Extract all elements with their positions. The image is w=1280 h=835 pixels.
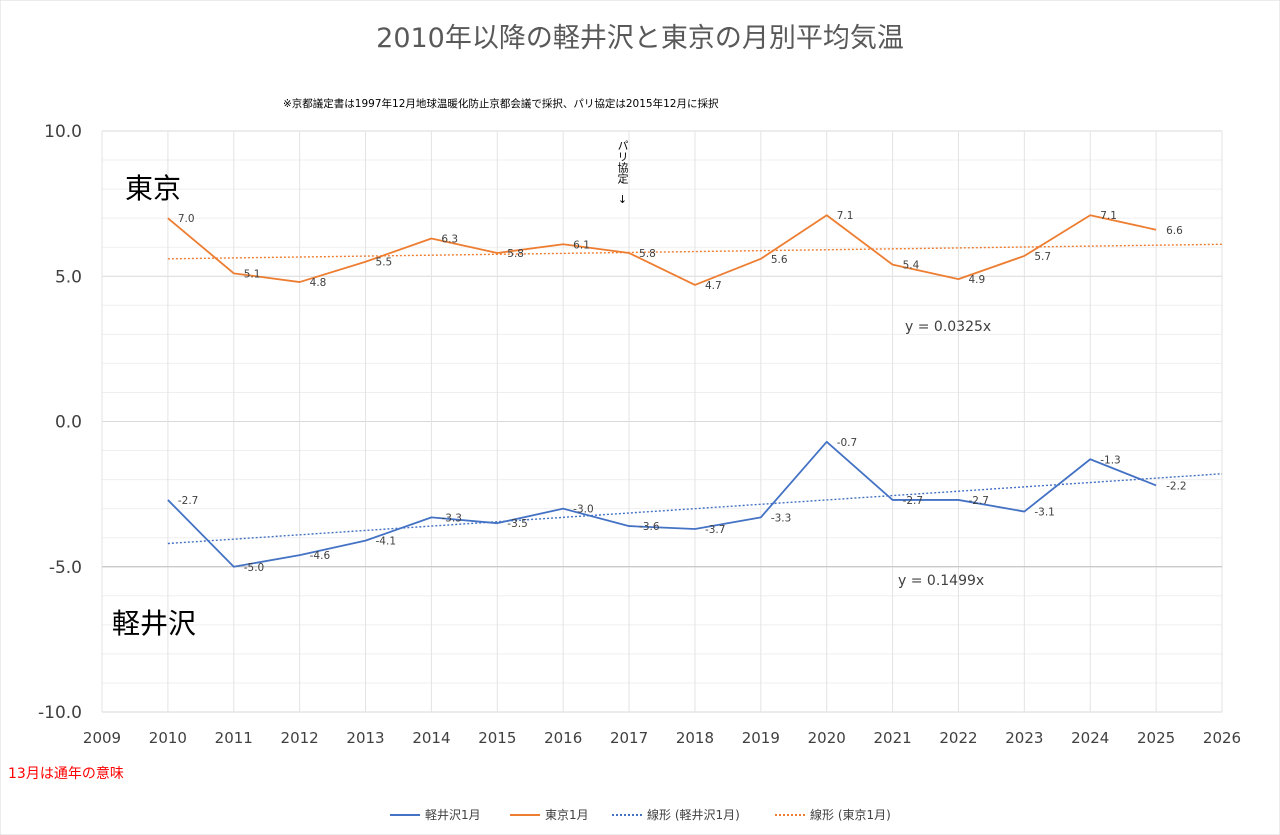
paris-marker-text: パリ協定 bbox=[616, 140, 629, 185]
data-label: -2.2 bbox=[1166, 480, 1187, 492]
x-tick-label: 2017 bbox=[610, 729, 648, 747]
data-label: 5.5 bbox=[376, 257, 393, 269]
x-tick-label: 2015 bbox=[478, 729, 516, 747]
data-label: 7.1 bbox=[1100, 210, 1117, 222]
data-label: 5.7 bbox=[1034, 251, 1051, 263]
x-tick-label: 2013 bbox=[346, 729, 384, 747]
data-label: -3.3 bbox=[441, 512, 462, 524]
data-label: -3.6 bbox=[639, 521, 660, 533]
x-tick-label: 2012 bbox=[281, 729, 319, 747]
grid bbox=[101, 130, 1223, 713]
data-label: 4.8 bbox=[310, 277, 327, 289]
trendlines bbox=[167, 243, 1223, 545]
data-label: -1.3 bbox=[1100, 454, 1121, 466]
legend-label: 東京1月 bbox=[545, 808, 589, 822]
x-tick-label: 2016 bbox=[544, 729, 582, 747]
legend: 軽井沢1月 東京1月 線形 (軽井沢1月) 線形 (東京1月) bbox=[390, 807, 891, 822]
data-label: -3.7 bbox=[705, 524, 726, 536]
x-tick-label: 2023 bbox=[1005, 729, 1043, 747]
data-label: -4.1 bbox=[376, 536, 397, 548]
chart-subtitle: ※京都議定書は1997年12月地球温暖化防止京都会議で採択、パリ協定は2015年… bbox=[283, 97, 719, 110]
x-tick-label: 2018 bbox=[676, 729, 714, 747]
tokyo-annotation: 東京 bbox=[125, 172, 181, 205]
karuizawa-annotation: 軽井沢 bbox=[112, 607, 196, 640]
x-tick-label: 2014 bbox=[412, 729, 450, 747]
data-label: 7.0 bbox=[178, 213, 195, 225]
karuizawa-series-line bbox=[167, 440, 1157, 568]
x-tick-label: 2009 bbox=[83, 729, 121, 747]
data-label: 7.1 bbox=[837, 210, 854, 222]
data-label: 4.7 bbox=[705, 280, 722, 292]
tick-labels: 2009 2010 2011 2012 2013 2014 2015 2016 2017 2018… bbox=[38, 122, 1241, 747]
data-label: 6.1 bbox=[573, 239, 590, 251]
paris-agreement-marker: パリ協定 ↓ bbox=[616, 140, 629, 206]
tokyo-series-line bbox=[167, 214, 1157, 286]
data-label: 6.6 bbox=[1166, 225, 1183, 237]
footnote: 13月は通年の意味 bbox=[8, 765, 124, 782]
trendline bbox=[167, 473, 1223, 545]
y-tick-label: 5.0 bbox=[55, 267, 82, 287]
legend-label: 軽井沢1月 bbox=[425, 808, 481, 822]
data-label: 5.6 bbox=[771, 254, 788, 266]
x-tick-label: 2021 bbox=[873, 729, 911, 747]
data-label: 5.1 bbox=[244, 268, 261, 280]
x-tick-label: 2020 bbox=[808, 729, 846, 747]
legend-label: 線形 (軽井沢1月) bbox=[647, 807, 740, 822]
data-label: -3.5 bbox=[507, 518, 528, 530]
data-label: 5.8 bbox=[507, 248, 524, 260]
data-label: -3.3 bbox=[771, 512, 792, 524]
x-tick-label: 2024 bbox=[1071, 729, 1109, 747]
chart-title: 2010年以降の軽井沢と東京の月別平均気温 bbox=[376, 23, 904, 54]
data-label: -2.7 bbox=[903, 495, 924, 507]
x-tick-label: 2011 bbox=[215, 729, 253, 747]
data-label: -0.7 bbox=[837, 437, 858, 449]
data-label: -4.6 bbox=[310, 550, 331, 562]
data-label: 6.3 bbox=[441, 233, 458, 245]
x-tick-label: 2010 bbox=[149, 729, 187, 747]
data-label: 4.9 bbox=[968, 274, 985, 286]
tokyo-trend-equation: y = 0.0325x bbox=[905, 319, 991, 335]
data-label: -2.7 bbox=[178, 495, 199, 507]
data-label: -3.1 bbox=[1034, 507, 1055, 519]
x-tick-label: 2019 bbox=[742, 729, 780, 747]
karuizawa-trend-equation: y = 0.1499x bbox=[898, 573, 984, 589]
data-label: -5.0 bbox=[244, 562, 265, 574]
data-labels: -2.7 -5.0 -4.6 -4.1 -3.3 -3.5 -3.0 -3.6 -3.7 -3.3… bbox=[178, 210, 1187, 574]
data-label: 5.8 bbox=[639, 248, 656, 260]
x-tick-label: 2022 bbox=[939, 729, 977, 747]
x-tick-label: 2026 bbox=[1203, 729, 1241, 747]
x-tick-label: 2025 bbox=[1137, 729, 1175, 747]
y-tick-label: -5.0 bbox=[49, 558, 82, 578]
y-tick-label: -10.0 bbox=[38, 703, 82, 723]
data-label: 5.4 bbox=[903, 260, 920, 272]
data-label: -3.0 bbox=[573, 504, 594, 516]
y-tick-label: 0.0 bbox=[55, 413, 82, 433]
data-label: -2.7 bbox=[968, 495, 989, 507]
paris-marker-arrow: ↓ bbox=[618, 193, 627, 206]
data-series bbox=[167, 214, 1157, 568]
legend-label: 線形 (東京1月) bbox=[810, 807, 891, 822]
y-tick-label: 10.0 bbox=[44, 122, 82, 142]
